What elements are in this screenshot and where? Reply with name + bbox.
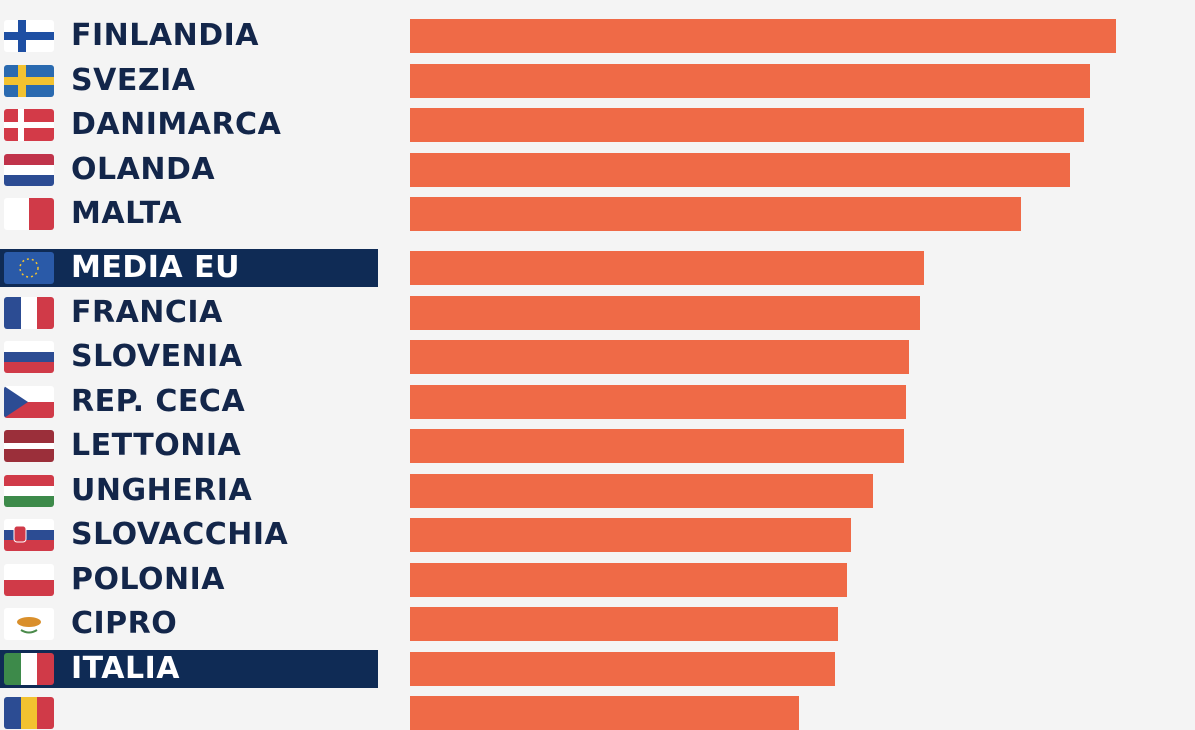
highlight-band (0, 249, 378, 287)
bar (410, 473, 874, 508)
flag-cyprus-icon (4, 608, 54, 640)
category-label: SLOVACCHIA (71, 517, 289, 552)
category-label: POLONIA (71, 561, 226, 597)
flag-italy-icon (4, 652, 54, 685)
category-label: OLANDA (71, 151, 216, 187)
flag-romania-icon (4, 697, 54, 729)
bar-row: LETTONIA (0, 427, 1195, 463)
bar-row: UNGHERIA (0, 472, 1195, 508)
flag-sweden-icon (4, 64, 54, 97)
bar (410, 518, 852, 552)
bar-row: MEDIA EU (0, 249, 1195, 287)
category-label: MEDIA EU (71, 250, 240, 285)
flag-malta-icon (4, 198, 54, 230)
flag-latvia-icon (4, 430, 54, 462)
bar-row: FINLANDIA (0, 17, 1195, 53)
bar (410, 384, 907, 419)
bar (410, 651, 835, 686)
highlight-band (0, 649, 378, 688)
bar-row: SLOVENIA (0, 338, 1195, 374)
bar (410, 295, 920, 330)
category-label: MALTA (71, 196, 183, 231)
flag-czechia-icon (4, 385, 54, 418)
category-label: DANIMARCA (71, 107, 282, 142)
flag-finland-icon (4, 20, 54, 52)
bar-row: SLOVACCHIA (0, 516, 1195, 552)
category-label: LETTONIA (71, 428, 242, 463)
bar (410, 340, 910, 374)
bar (410, 19, 1116, 53)
bar (410, 607, 838, 641)
category-label: ITALIA (71, 650, 181, 686)
bar (410, 152, 1071, 187)
bar-row (0, 694, 1195, 730)
bar-row: REP. CECA (0, 383, 1195, 419)
bar-row: SVEZIA (0, 62, 1195, 98)
flag-netherlands-icon (4, 153, 54, 186)
category-label: REP. CECA (71, 383, 246, 419)
bar (410, 696, 799, 730)
bar-row: OLANDA (0, 151, 1195, 187)
category-label: FINLANDIA (71, 18, 259, 53)
category-label: UNGHERIA (71, 472, 253, 508)
flag-eu-icon (4, 252, 54, 284)
flag-slovakia-icon (4, 519, 54, 551)
bar (410, 197, 1021, 231)
flag-denmark-icon (4, 109, 54, 141)
bar-row: CIPRO (0, 605, 1195, 641)
bar (410, 251, 924, 285)
category-label: SVEZIA (71, 62, 196, 98)
category-label: CIPRO (71, 606, 178, 641)
flag-slovenia-icon (4, 341, 54, 373)
category-label: SLOVENIA (71, 339, 243, 374)
bar-row: POLONIA (0, 561, 1195, 597)
bar-row: ITALIA (0, 649, 1195, 688)
bar (410, 429, 905, 463)
category-label: FRANCIA (71, 294, 223, 330)
bar-row: MALTA (0, 195, 1195, 231)
flag-poland-icon (4, 563, 54, 596)
bar (410, 63, 1090, 98)
bar-row: FRANCIA (0, 294, 1195, 330)
bar (410, 562, 847, 597)
flag-france-icon (4, 296, 54, 329)
bar (410, 108, 1085, 142)
bar-row: DANIMARCA (0, 106, 1195, 142)
flag-hungary-icon (4, 474, 54, 507)
